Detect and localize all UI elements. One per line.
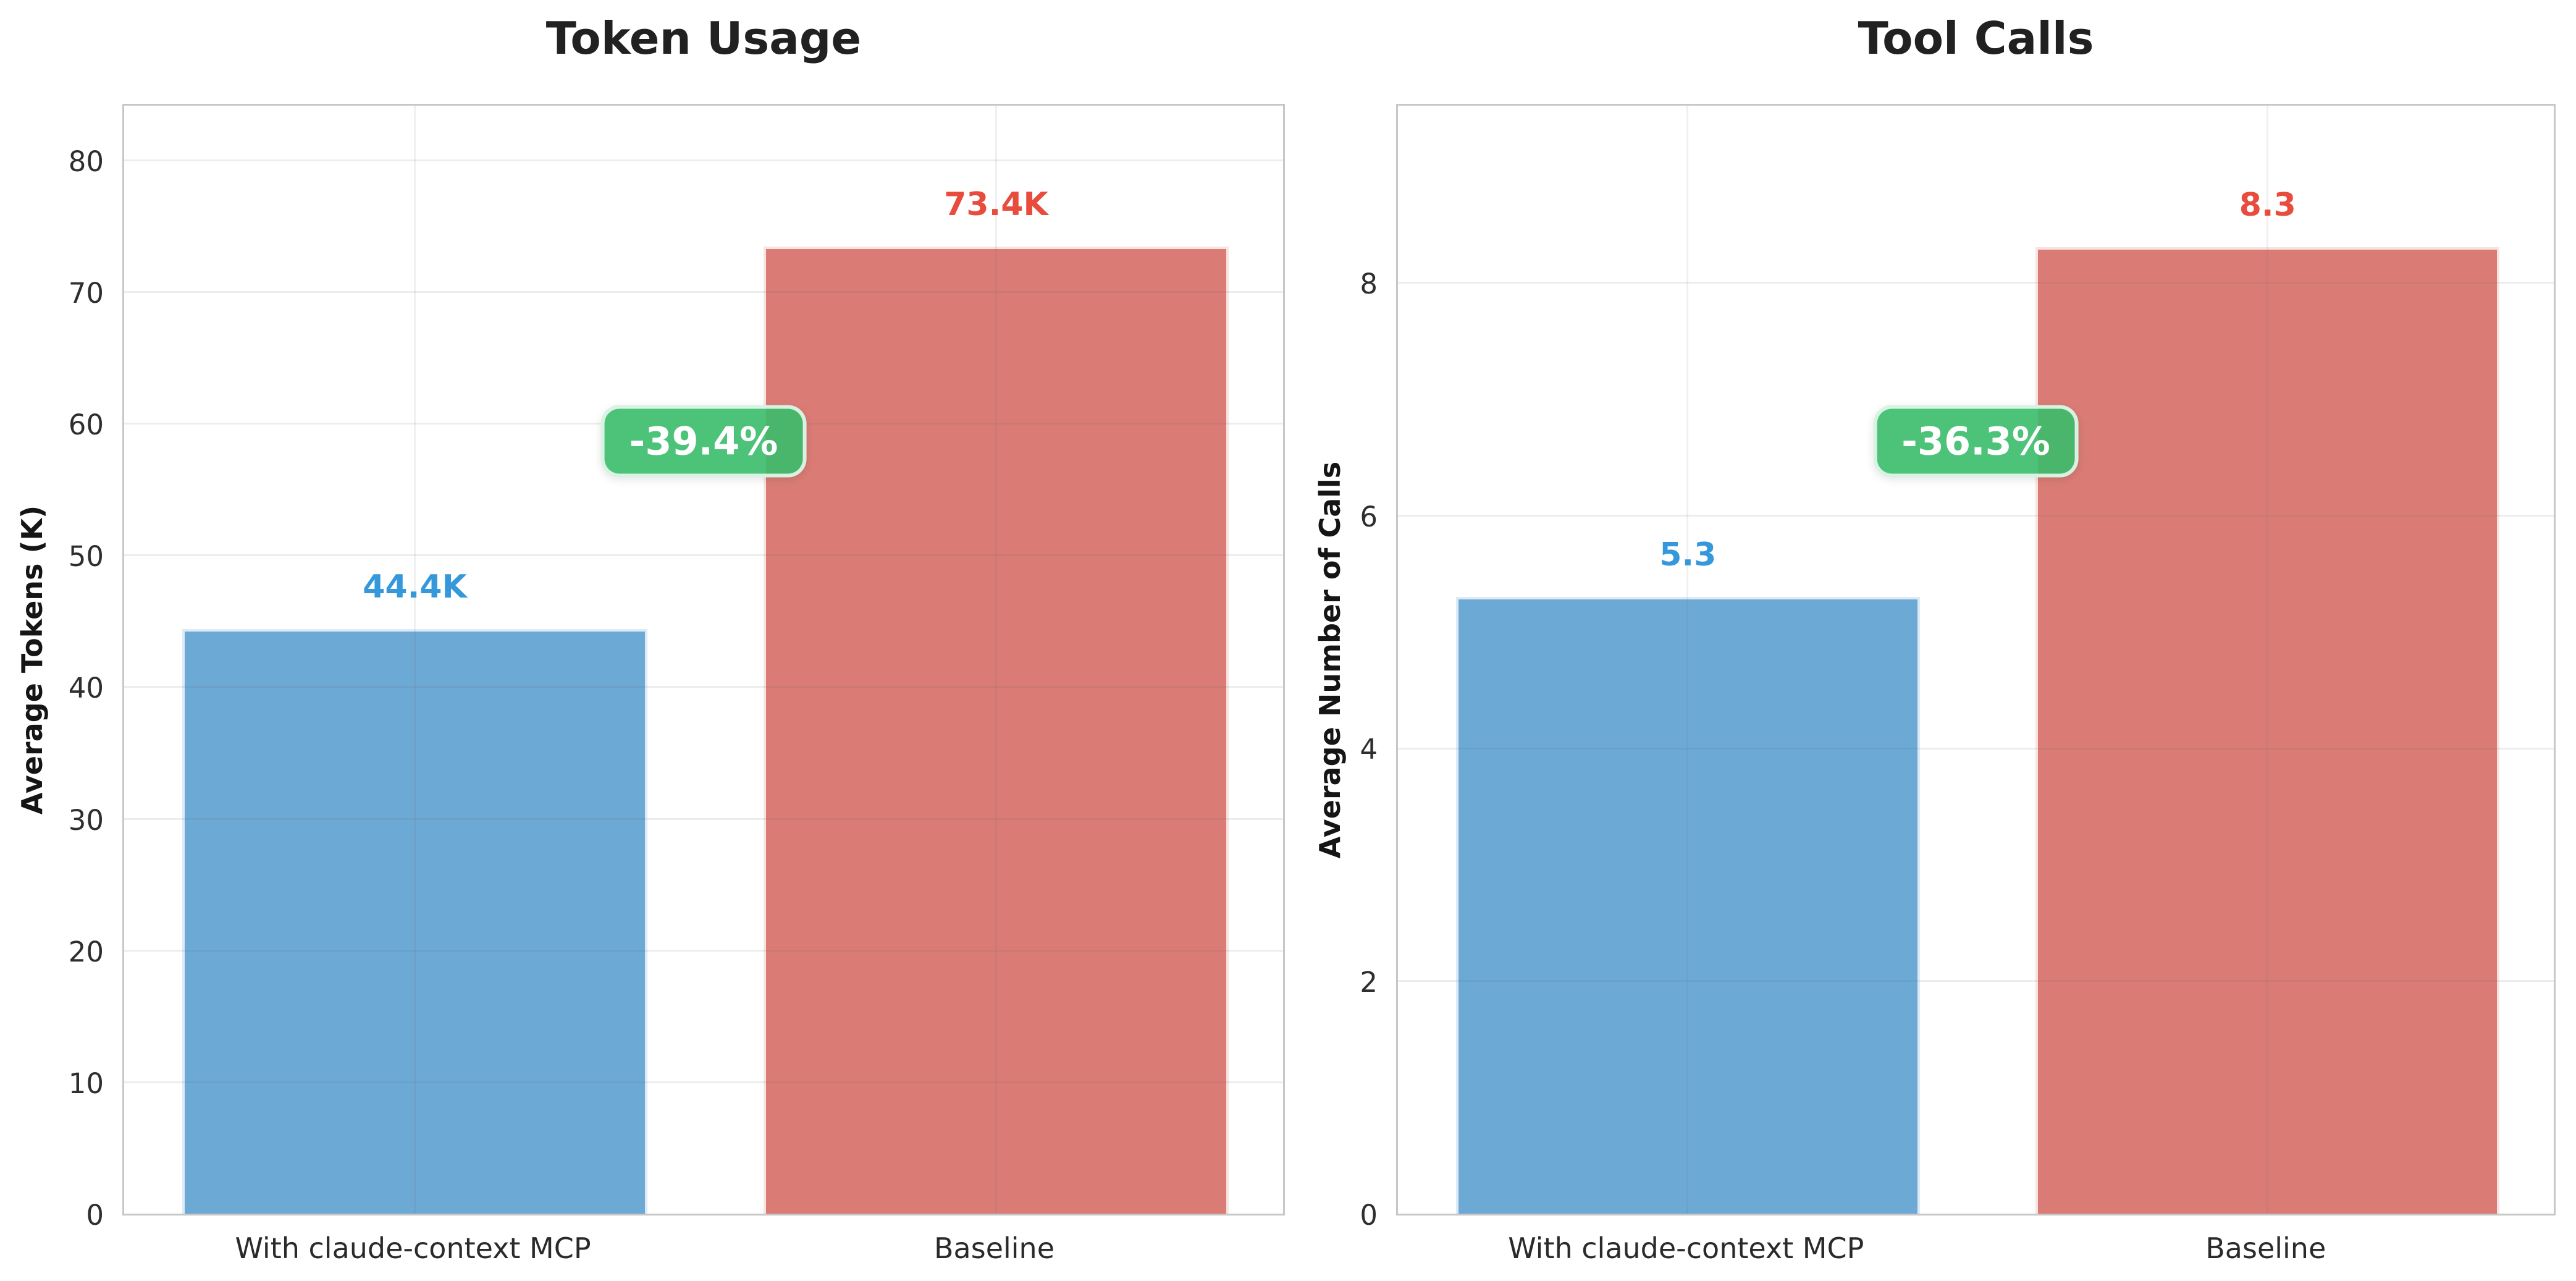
gridline-horizontal (124, 818, 1283, 820)
x-tick-label: Baseline (2205, 1232, 2326, 1265)
y-tick-label: 4 (1360, 733, 1378, 766)
y-tick-label: 80 (68, 145, 104, 178)
y-tick-label: 8 (1360, 267, 1378, 300)
gridline-horizontal (124, 1081, 1283, 1083)
y-tick-label: 70 (68, 276, 104, 310)
gridline-vertical (2266, 106, 2268, 1214)
y-tick-label: 20 (68, 935, 104, 968)
bar-value-label: 73.4K (944, 186, 1048, 224)
gridline-horizontal (124, 949, 1283, 952)
bar-value-label: 44.4K (363, 568, 467, 606)
gridline-horizontal (124, 686, 1283, 688)
bar-with-claude-context-mcp (1455, 596, 1920, 1214)
x-tick-label: With claude-context MCP (235, 1232, 591, 1265)
y-axis-label: Average Number of Calls (1313, 461, 1347, 858)
chart-title: Tool Calls (1858, 12, 2094, 64)
gridline-vertical (995, 106, 997, 1214)
y-tick-label: 30 (68, 803, 104, 837)
y-tick-label: 0 (86, 1199, 104, 1232)
y-tick-label: 2 (1360, 966, 1378, 999)
y-axis-label: Average Tokens (K) (15, 505, 49, 814)
chart-title: Token Usage (545, 12, 862, 64)
plot-area: 44.4K 73.4K -39.4% (122, 104, 1285, 1215)
y-tick-label: 10 (68, 1067, 104, 1100)
gridline-vertical (413, 106, 416, 1214)
gridline-vertical (1686, 106, 1689, 1214)
percent-change-badge: -36.3% (1873, 405, 2079, 478)
plot-area: 5.3 8.3 -36.3% (1396, 104, 2556, 1215)
percent-change-badge: -39.4% (600, 405, 807, 478)
gridline-horizontal (124, 159, 1283, 161)
y-tick-label: 6 (1360, 500, 1378, 533)
gridline-horizontal (124, 554, 1283, 557)
bar-baseline (764, 247, 1229, 1214)
gridline-horizontal (1398, 747, 2554, 750)
bar-value-label: 8.3 (2239, 187, 2296, 224)
gridline-horizontal (124, 290, 1283, 293)
x-tick-label: With claude-context MCP (1508, 1232, 1864, 1265)
gridline-horizontal (1398, 514, 2554, 517)
y-tick-label: 0 (1360, 1199, 1378, 1232)
y-tick-label: 50 (68, 540, 104, 573)
bar-value-label: 5.3 (1659, 536, 1717, 573)
gridline-horizontal (124, 423, 1283, 425)
bar-baseline (2035, 247, 2500, 1214)
x-tick-label: Baseline (933, 1232, 1055, 1265)
bar-with-claude-context-mcp (182, 628, 647, 1214)
gridline-horizontal (1398, 281, 2554, 284)
y-tick-label: 40 (68, 672, 104, 705)
gridline-horizontal (1398, 980, 2554, 983)
y-tick-label: 60 (68, 408, 104, 442)
